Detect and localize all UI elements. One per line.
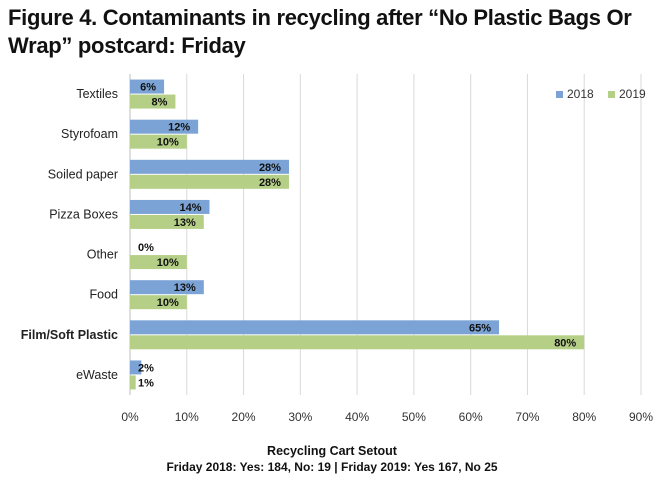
data-label: 13% xyxy=(174,282,196,294)
bar-2018 xyxy=(130,280,204,295)
data-labels: 6%8%12%10%28%28%14%13%0%10%13%10%65%80%2… xyxy=(138,82,576,390)
bar-2018 xyxy=(130,199,210,214)
chart-title: Figure 4. Contaminants in recycling afte… xyxy=(8,5,632,58)
data-label: 28% xyxy=(259,162,281,174)
bar-2019 xyxy=(130,214,204,229)
legend: 2018 2019 xyxy=(556,87,646,101)
category-label: Other xyxy=(87,248,118,262)
x-tick-label: 60% xyxy=(459,410,483,424)
x-tick-label: 30% xyxy=(288,410,312,424)
category-label: Pizza Boxes xyxy=(49,207,118,221)
bar-2019 xyxy=(130,335,585,350)
data-label: 13% xyxy=(174,217,196,229)
data-label: 28% xyxy=(259,177,281,189)
bar-2018 xyxy=(130,159,289,174)
data-label: 8% xyxy=(152,97,168,109)
data-label: 10% xyxy=(157,297,179,309)
x-tick-label: 10% xyxy=(175,410,199,424)
legend-swatch xyxy=(608,91,615,98)
data-label: 10% xyxy=(157,257,179,269)
bar-2018 xyxy=(130,320,500,335)
bar-2018 xyxy=(130,360,142,375)
category-label: Food xyxy=(90,288,119,302)
bars xyxy=(130,79,585,390)
data-label: 0% xyxy=(138,242,154,254)
data-label: 14% xyxy=(179,202,201,214)
bar-2018 xyxy=(130,79,165,94)
category-label: eWaste xyxy=(76,368,118,382)
x-tick-label: 50% xyxy=(402,410,426,424)
x-axis-sublabel: Friday 2018: Yes: 184, No: 19 | Friday 2… xyxy=(166,460,498,474)
bar-2019 xyxy=(130,94,176,109)
x-tick-label: 80% xyxy=(572,410,596,424)
category-label: Textiles xyxy=(76,87,118,101)
category-label: Styrofoam xyxy=(61,127,118,141)
bar-2018 xyxy=(130,119,199,134)
data-label: 12% xyxy=(168,122,190,134)
x-tick-label: 0% xyxy=(121,410,139,424)
x-tick-label: 70% xyxy=(515,410,539,424)
data-label: 10% xyxy=(157,137,179,149)
x-tick-label: 40% xyxy=(345,410,369,424)
bar-2019 xyxy=(130,255,187,270)
data-label: 2% xyxy=(138,362,154,374)
legend-entry: 2018 xyxy=(567,87,594,101)
x-axis-label: Recycling Cart Setout xyxy=(267,444,397,458)
data-label: 6% xyxy=(140,82,156,94)
bar-2019 xyxy=(130,295,187,310)
bar-2019 xyxy=(130,375,136,390)
data-label: 1% xyxy=(138,377,154,389)
category-label: Film/Soft Plastic xyxy=(21,328,118,342)
bar-2019 xyxy=(130,134,187,149)
x-tick-label: 90% xyxy=(629,410,653,424)
x-tick-label: 20% xyxy=(232,410,256,424)
legend-swatch xyxy=(556,91,563,98)
category-label: Soiled paper xyxy=(48,167,118,181)
category-labels: Textiles Styrofoam Soiled paper Pizza Boxes… xyxy=(21,87,118,382)
data-label: 65% xyxy=(469,322,491,334)
tick-labels: 0% 10% 20% 30% 40% 50% 60% 70% 80% 90% xyxy=(121,410,653,424)
legend-entry: 2019 xyxy=(619,87,646,101)
data-label: 80% xyxy=(554,337,576,349)
bar-2019 xyxy=(130,174,289,189)
